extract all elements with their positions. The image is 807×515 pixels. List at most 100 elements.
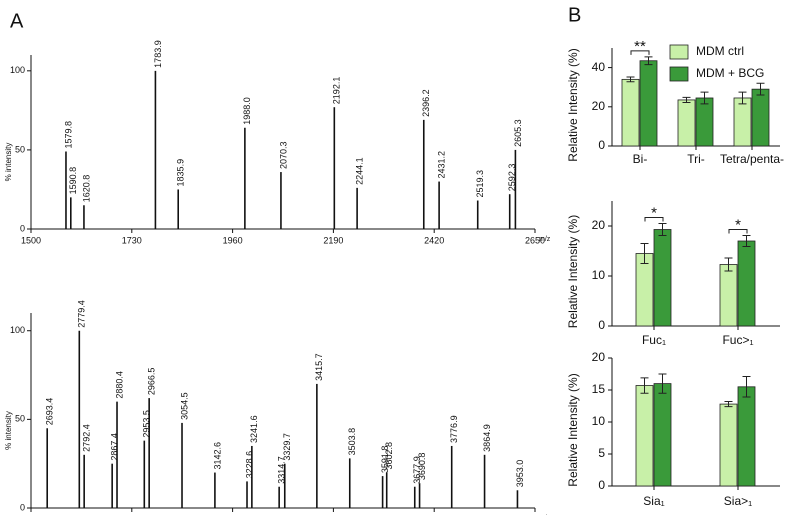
error-bar <box>644 56 653 66</box>
bar <box>635 253 654 327</box>
panel-label: A <box>10 10 24 32</box>
x-tick-label: Fuc>₁ <box>722 333 753 347</box>
x-axis-label: m/z <box>539 236 551 243</box>
significance-label: * <box>735 216 741 233</box>
y-tick-label: 0 <box>20 502 25 512</box>
error-bar <box>738 91 747 105</box>
y-tick-label: 0 <box>598 138 605 152</box>
peak-label: 1988.0 <box>242 97 252 125</box>
peak-label: 1579.8 <box>63 121 73 149</box>
bar <box>719 403 738 487</box>
bar <box>719 264 738 327</box>
peak-label: 3591.8 <box>380 446 390 474</box>
y-tick-label: 50 <box>15 144 25 154</box>
error-bar <box>626 76 635 83</box>
error-bar <box>658 373 667 394</box>
y-tick-label: 100 <box>10 325 25 335</box>
y-axis-label: % intensity <box>4 411 13 450</box>
error-bar <box>756 82 765 96</box>
error-bar <box>742 235 751 247</box>
peak-label: 3228.6 <box>244 451 254 479</box>
x-tick-label: 2650 <box>525 235 545 245</box>
peak-label: 3054.5 <box>179 392 189 420</box>
y-tick-label: 50 <box>15 414 25 424</box>
peak-label: 2592.3 <box>507 164 517 192</box>
legend-label: MDM ctrl <box>696 44 744 58</box>
peak-label: 2244.1 <box>354 157 364 185</box>
y-tick-label: 20 <box>592 350 606 364</box>
peak-label: 1620.8 <box>81 175 91 203</box>
y-tick-label: 20 <box>592 218 606 232</box>
y-tick-label: 40 <box>592 60 606 74</box>
significance-label: * <box>651 204 657 221</box>
peak-label: 3776.9 <box>449 415 459 443</box>
peak-label: 1590.8 <box>68 167 78 195</box>
bar <box>737 240 756 327</box>
error-bar <box>682 96 691 103</box>
peak-label: 2779.4 <box>77 300 87 328</box>
error-bar <box>658 223 667 236</box>
bar <box>733 97 752 147</box>
x-tick-label: Sia>₁ <box>724 494 752 508</box>
error-bar <box>724 257 733 272</box>
bar <box>653 383 672 487</box>
x-tick-label: 1730 <box>122 235 142 245</box>
peak-label: 3864.9 <box>482 424 492 452</box>
significance-bracket <box>728 229 748 234</box>
peak-label: 1835.9 <box>176 159 186 187</box>
peak-label: 2431.2 <box>436 151 446 179</box>
panel-label: B <box>568 4 581 26</box>
legend-label: MDM + BCG <box>696 66 764 80</box>
significance-bracket <box>630 50 650 55</box>
peak-label: 3953.0 <box>515 460 525 488</box>
legend-swatch <box>669 44 689 60</box>
significance-bracket <box>644 217 664 222</box>
x-tick-label: Tri- <box>687 152 705 166</box>
y-tick-label: 0 <box>598 318 605 332</box>
error-bar <box>724 401 733 408</box>
legend-swatch <box>669 66 689 82</box>
peak-label: 2966.5 <box>147 368 157 396</box>
bar <box>695 97 714 147</box>
peak-label: 3690.8 <box>417 453 427 481</box>
peak-label: 2070.3 <box>278 142 288 170</box>
peak-label: 2693.4 <box>45 398 55 426</box>
y-axis-label: Relative Intensity (%) <box>566 373 580 486</box>
error-bar <box>640 377 649 394</box>
bar <box>635 385 654 487</box>
peak-label: 2880.4 <box>114 371 124 399</box>
x-tick-label: 2420 <box>424 235 444 245</box>
peak-label: 3677.9 <box>412 456 422 484</box>
x-tick-label: 2190 <box>323 235 343 245</box>
peak-label: 3329.7 <box>282 433 292 461</box>
bar <box>639 60 658 147</box>
peak-label: 2867.4 <box>110 433 120 461</box>
error-bar <box>742 376 751 398</box>
bar <box>677 99 696 147</box>
peak-label: 2519.3 <box>475 170 485 198</box>
bar <box>751 88 770 147</box>
y-tick-label: 10 <box>592 268 606 282</box>
y-axis-label: % intensity <box>4 143 13 182</box>
peak-label: 2792.4 <box>82 424 92 452</box>
x-tick-label: Tetra/penta- <box>720 152 784 166</box>
bar <box>621 78 640 147</box>
y-axis-label: Relative Intensity (%) <box>566 48 580 161</box>
peak-label: 3241.6 <box>249 415 259 443</box>
x-tick-label: Sia₁ <box>643 494 664 508</box>
y-tick-label: 0 <box>20 223 25 233</box>
peak-label: 2396.2 <box>421 89 431 117</box>
bar <box>653 229 672 327</box>
peak-label: 2605.3 <box>513 119 523 147</box>
peak-label: 3314.7 <box>277 456 287 484</box>
significance-label: ** <box>634 38 646 55</box>
x-tick-label: 1500 <box>21 235 41 245</box>
y-tick-label: 100 <box>10 65 25 75</box>
peak-label: 3415.7 <box>314 353 324 381</box>
x-tick-label: Bi- <box>633 152 648 166</box>
y-tick-label: 5 <box>598 446 605 460</box>
x-tick-label: Fuc₁ <box>642 333 666 347</box>
peak-label: 2953.5 <box>142 410 152 438</box>
peak-label: 3142.6 <box>212 442 222 470</box>
